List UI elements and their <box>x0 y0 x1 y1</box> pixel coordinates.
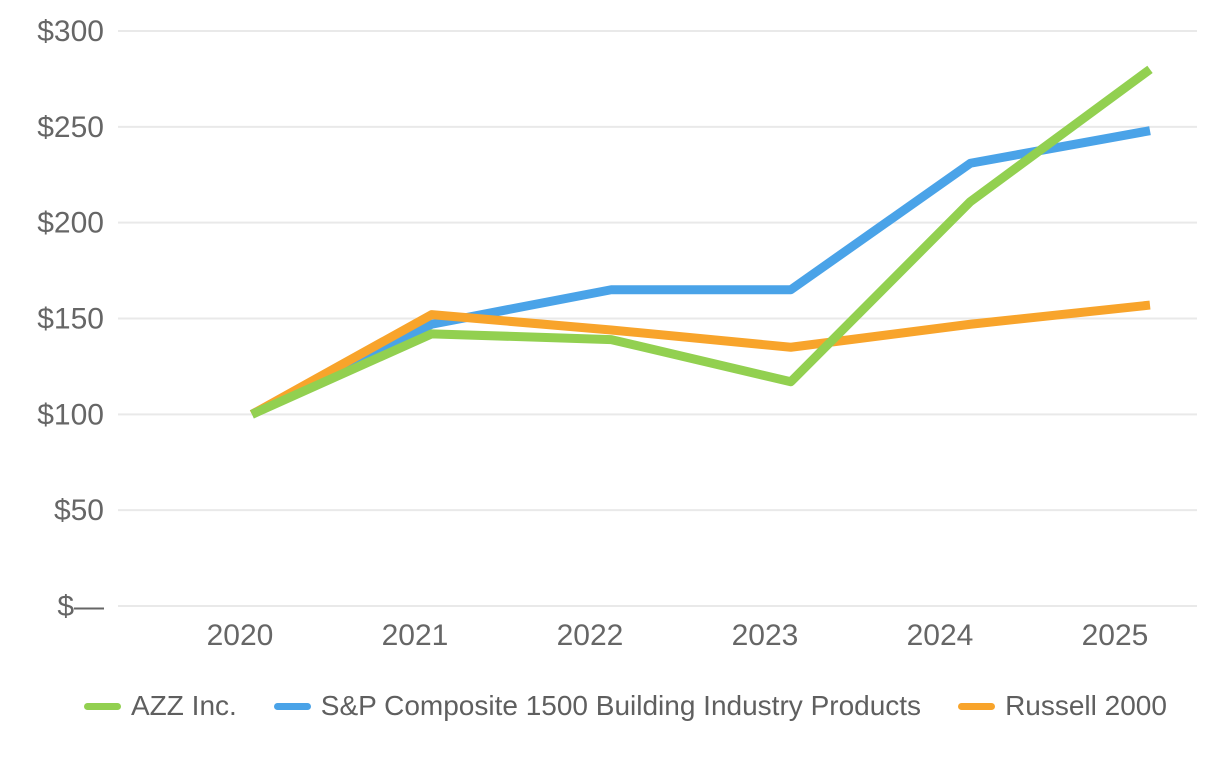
y-axis-label-200: $200 <box>37 207 104 240</box>
legend-label-azz: AZZ Inc. <box>131 690 237 721</box>
x-axis-label-2020: 2020 <box>207 619 274 652</box>
y-axis-label-100: $100 <box>37 398 104 431</box>
y-axis-label-300: $300 <box>37 15 104 48</box>
legend-item-russell: Russell 2000 <box>958 690 1167 722</box>
x-axis-label-2024: 2024 <box>907 619 974 652</box>
legend-item-azz: AZZ Inc. <box>84 690 237 722</box>
chart-legend: AZZ Inc. S&P Composite 1500 Building Ind… <box>0 660 1226 722</box>
series-line-2 <box>249 300 1151 419</box>
x-axis-label-2022: 2022 <box>557 619 624 652</box>
legend-swatch-sp1500-icon <box>273 702 311 710</box>
y-axis-label-0: $— <box>57 590 104 623</box>
x-axis-label-2021: 2021 <box>382 619 449 652</box>
y-axis-label-50: $50 <box>54 494 104 527</box>
legend-swatch-russell-icon <box>958 702 996 710</box>
series-line-1 <box>249 126 1151 419</box>
legend-label-sp1500: S&P Composite 1500 Building Industry Pro… <box>320 690 922 721</box>
y-axis-label-150: $150 <box>37 303 104 336</box>
legend-item-sp1500: S&P Composite 1500 Building Industry Pro… <box>273 690 922 722</box>
legend-swatch-azz-icon <box>84 702 121 710</box>
series-line-0 <box>250 65 1153 419</box>
line-chart-plot-area: $— $50 $100 $150 $200 $250 $300 2020 2021 2022 202… <box>37 15 1197 652</box>
x-axis-label-2023: 2023 <box>732 619 799 652</box>
legend-label-russell: Russell 2000 <box>1005 690 1167 721</box>
x-axis-label-2025: 2025 <box>1082 619 1149 652</box>
y-axis-label-250: $250 <box>37 111 104 144</box>
